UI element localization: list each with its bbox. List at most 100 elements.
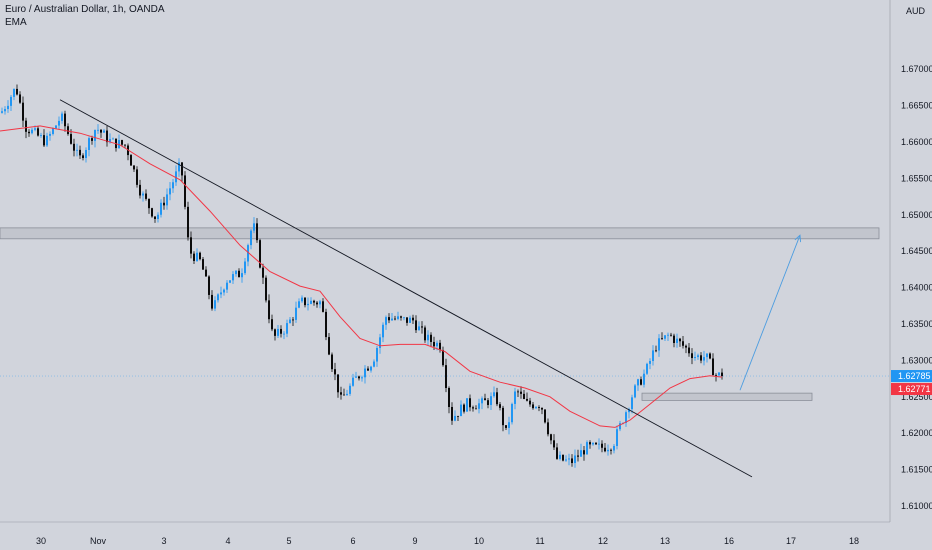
candle-body	[19, 94, 21, 103]
candle-body	[457, 415, 459, 417]
candle-body	[7, 105, 9, 110]
candle-body	[133, 165, 135, 170]
price-tick-label: 1.66000	[901, 137, 932, 147]
candle-body	[256, 223, 258, 241]
candle-body	[46, 135, 48, 146]
candle-body	[85, 149, 87, 159]
candle-body	[367, 368, 369, 371]
candle-body	[607, 449, 609, 452]
candle-body	[499, 404, 501, 408]
time-tick-label: 4	[225, 536, 230, 546]
candle-body	[565, 459, 567, 461]
candle-body	[325, 311, 327, 338]
candle-body	[664, 335, 666, 339]
support-zone	[641, 392, 813, 401]
candle-body	[10, 96, 12, 106]
candle-body	[511, 403, 513, 423]
candle-body	[70, 134, 72, 144]
candle-body	[508, 422, 510, 428]
candle-body	[481, 398, 483, 404]
candle-body	[346, 393, 348, 396]
indicator-label[interactable]: EMA	[5, 17, 27, 28]
candle-body	[154, 216, 156, 219]
price-tick-label: 1.62500	[901, 392, 932, 402]
candle-body	[25, 120, 27, 132]
time-tick-label: 9	[412, 536, 417, 546]
candle-body	[601, 443, 603, 448]
candle-body	[382, 324, 384, 338]
candle-body	[655, 350, 657, 352]
candle-body	[673, 335, 675, 343]
candle-body	[418, 326, 420, 331]
candle-body	[292, 319, 294, 321]
candle-body	[583, 450, 585, 455]
candle-body	[184, 175, 186, 207]
candle-body	[628, 409, 630, 413]
candle-body	[64, 113, 66, 127]
candle-body	[289, 319, 291, 324]
candle-body	[265, 277, 267, 301]
time-tick-label: Nov	[90, 536, 107, 546]
candle-body	[22, 102, 24, 121]
candle-body	[505, 425, 507, 428]
candle-body	[307, 303, 309, 306]
candle-body	[595, 442, 597, 445]
symbol-title[interactable]: Euro / Australian Dollar, 1h, OANDA	[5, 4, 165, 15]
ema-line	[0, 125, 723, 428]
candle-body	[163, 202, 165, 206]
candle-body	[448, 387, 450, 407]
candle-body	[550, 434, 552, 441]
candle-body	[478, 403, 480, 409]
candle-body	[16, 88, 18, 95]
candle-body	[52, 128, 54, 134]
candle-body	[118, 140, 120, 149]
ema-value-tag-bg	[891, 383, 932, 396]
candle-body	[226, 282, 228, 290]
candle-body	[343, 394, 345, 396]
candle-body	[151, 208, 153, 217]
candle-body	[409, 317, 411, 323]
candle-body	[598, 443, 600, 445]
candle-body	[355, 376, 357, 378]
candle-body	[487, 400, 489, 405]
candle-body	[253, 223, 255, 231]
candle-body	[205, 269, 207, 277]
candle-body	[67, 126, 69, 135]
candle-body	[535, 407, 537, 409]
candle-body	[157, 214, 159, 219]
candle-body	[541, 407, 543, 410]
candle-body	[148, 198, 150, 209]
candle-body	[427, 334, 429, 341]
price-tick-label: 1.62000	[901, 428, 932, 438]
candle-body	[394, 318, 396, 320]
candle-body	[283, 333, 285, 335]
candle-body	[685, 345, 687, 348]
price-tick-label: 1.64500	[901, 246, 932, 256]
candle-body	[103, 130, 105, 133]
candle-body	[637, 379, 639, 386]
candle-body	[298, 301, 300, 308]
candle-body	[421, 326, 423, 328]
candle-body	[145, 193, 147, 199]
candle-body	[241, 273, 243, 278]
last-price-tag: 1.62785	[898, 371, 931, 381]
candle-body	[97, 129, 99, 131]
candle-body	[484, 398, 486, 401]
candle-body	[688, 347, 690, 354]
candle-body	[316, 302, 318, 305]
candle-body	[646, 363, 648, 374]
candle-body	[79, 149, 81, 156]
candle-body	[172, 182, 174, 189]
candle-body	[658, 338, 660, 351]
candle-body	[469, 398, 471, 408]
candle-body	[304, 297, 306, 306]
candle-body	[31, 129, 33, 134]
candle-body	[220, 292, 222, 295]
candle-body	[520, 391, 522, 394]
candle-body	[337, 374, 339, 393]
time-tick-label: 11	[535, 536, 544, 546]
candle-body	[124, 144, 126, 146]
candle-body	[580, 450, 582, 457]
